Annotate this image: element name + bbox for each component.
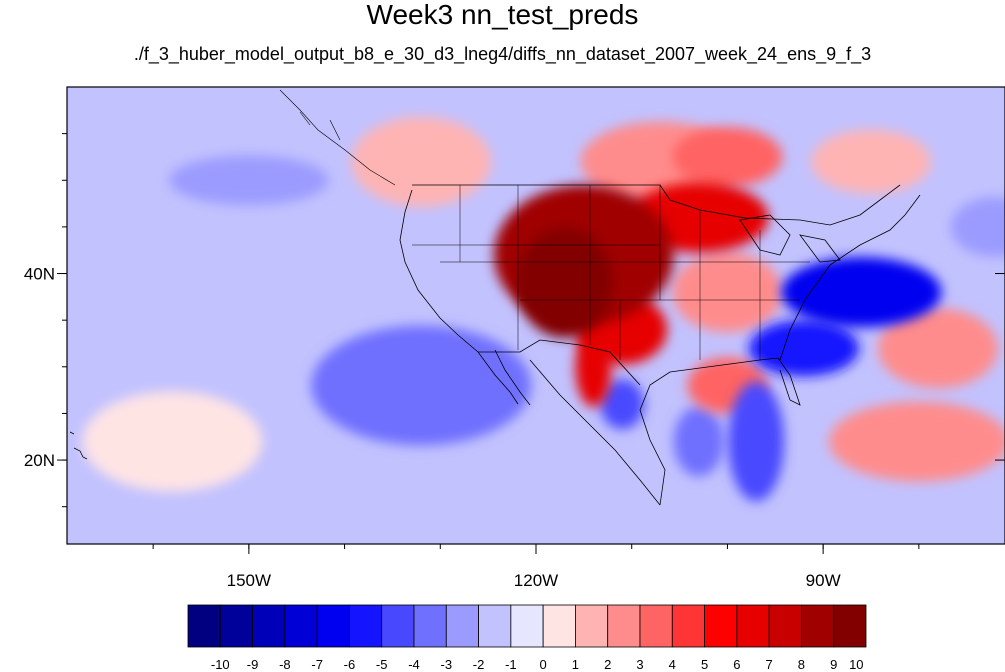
field-region-east-pacific-blue xyxy=(311,325,532,446)
field-region-canada-east-pink xyxy=(811,129,931,194)
colorbar-label: -8 xyxy=(279,657,291,672)
colorbar-label: -4 xyxy=(408,657,420,672)
field-region-canada-mid-red xyxy=(672,126,783,187)
colorbar-swatch xyxy=(607,604,641,648)
mexico-west-coast xyxy=(529,359,661,506)
colorbar-label: 3 xyxy=(636,657,643,672)
lat-tick-label: 40N xyxy=(24,265,55,284)
colorbar-swatch xyxy=(349,604,383,648)
colorbar-label: 4 xyxy=(669,657,676,672)
lon-tick-label: 120W xyxy=(514,571,558,590)
colorbar-label: 10 xyxy=(849,657,863,672)
colorbar-swatch xyxy=(833,604,867,648)
colorbar-swatch xyxy=(575,604,609,648)
field-region-central-plains-pink xyxy=(672,252,783,333)
colorbar-swatch xyxy=(284,604,318,648)
field-region-southeast-blue xyxy=(749,320,859,377)
field-region-baja-coast-red xyxy=(575,326,612,407)
lon-tick-label: 150W xyxy=(227,571,271,590)
colorbar-swatch xyxy=(381,604,415,648)
field-region-gulf-mexico-blue xyxy=(728,381,785,502)
field-region-new-england-blue xyxy=(950,196,1005,257)
colorbar-label: -7 xyxy=(311,657,323,672)
great-lakes xyxy=(739,214,841,263)
map-subtitle: ./f_3_huber_model_output_b8_e_30_d3_lneg… xyxy=(133,44,872,64)
colorbar-label: -3 xyxy=(441,657,453,672)
coastlines-and-borders xyxy=(69,89,921,506)
colorbar-label: -10 xyxy=(211,657,230,672)
atlantic-coastline xyxy=(779,194,921,361)
pacific-coastline xyxy=(399,189,519,405)
colorbar-swatch xyxy=(187,604,221,648)
field-region-caribbean-pink xyxy=(828,401,1005,482)
state-lines xyxy=(412,185,810,360)
colorbar-label: -9 xyxy=(247,657,259,672)
colorbar-swatch xyxy=(445,604,479,648)
colorbar-label: 9 xyxy=(830,657,837,672)
map-plot-area xyxy=(66,86,1005,545)
colorbar-label: -6 xyxy=(344,657,356,672)
colorbar-label: 0 xyxy=(540,657,547,672)
hawaii-islands xyxy=(69,431,88,460)
colorbar-label: 1 xyxy=(572,657,579,672)
field-region-atlantic-red xyxy=(878,308,998,389)
field-region-mexico-central-blue xyxy=(673,406,724,477)
field-region-ohio-valley-blue xyxy=(781,257,942,328)
colorbar-swatch xyxy=(478,604,512,648)
colorbar-label: 8 xyxy=(798,657,805,672)
canadian-coast xyxy=(279,89,396,186)
colorbar-label: 5 xyxy=(701,657,708,672)
baja-peninsula-east-coast xyxy=(494,349,531,406)
field-region-pacific-northwest-pink xyxy=(351,116,492,207)
colorbar-label: -5 xyxy=(376,657,388,672)
colorbar-swatch xyxy=(542,604,576,648)
field-region-central-pacific-pink xyxy=(82,391,263,492)
colorbar-label: -1 xyxy=(505,657,517,672)
colorbar-swatch xyxy=(639,604,673,648)
lon-tick-label: 90W xyxy=(806,571,841,590)
colorbar-label: -2 xyxy=(473,657,485,672)
us-canada-border xyxy=(412,184,901,226)
map-title: Week3 nn_test_preds xyxy=(366,0,639,30)
field-region-baja-gulf-blue xyxy=(600,379,645,430)
colorbar-swatch xyxy=(252,604,286,648)
colorbar-swatch xyxy=(736,604,770,648)
colorbar-swatch xyxy=(413,604,447,648)
colorbar-swatch xyxy=(510,604,544,648)
colorbar-swatch xyxy=(801,604,835,648)
colorbar-label: 2 xyxy=(604,657,611,672)
colorbar-swatch xyxy=(219,604,253,648)
colorbar-swatch xyxy=(768,604,802,648)
colorbar: -10 -9 -8 -7 -6 -5 -4 -3 -2 -1 0 1 2 3 4 5 6 7 8 9 10 xyxy=(187,604,867,672)
colorbar-swatch xyxy=(316,604,350,648)
colorbar-label: 7 xyxy=(766,657,773,672)
colorbar-swatch xyxy=(704,604,738,648)
field-region-north-pacific-blue xyxy=(168,155,329,206)
us-mexico-border xyxy=(478,339,641,386)
colorbar-swatch xyxy=(671,604,705,648)
gulf-coastline xyxy=(639,357,801,506)
map-axes: 150W 120W 90W 40N 20N xyxy=(24,133,1005,590)
lat-tick-label: 20N xyxy=(24,451,55,470)
colorbar-label: 6 xyxy=(733,657,740,672)
anomaly-field xyxy=(82,116,1005,502)
field-region-great-basin-max xyxy=(516,227,613,338)
